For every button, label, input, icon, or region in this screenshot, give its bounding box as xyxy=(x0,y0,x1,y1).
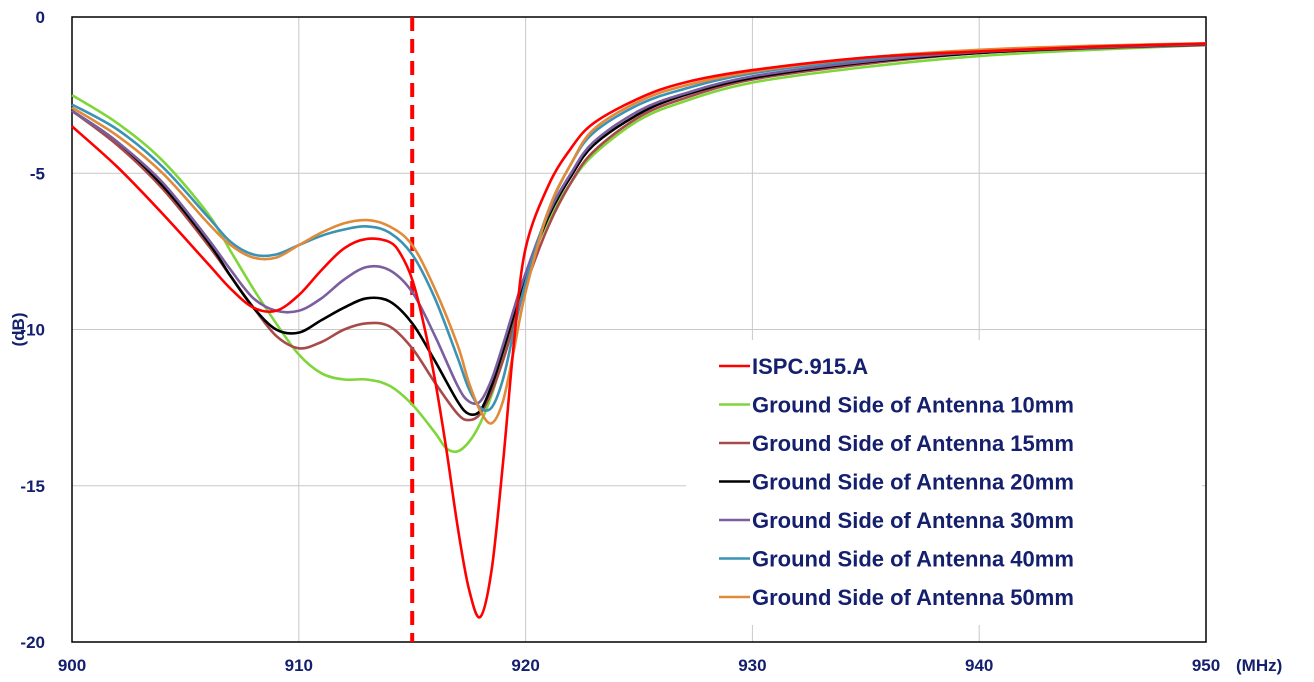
y-tick-label: -5 xyxy=(30,164,45,183)
legend-entry: Ground Side of Antenna 40mm xyxy=(752,547,1074,572)
y-axis-label: (dB) xyxy=(9,313,28,347)
y-axis-ticks: 0 -5 -10 -15 -20 xyxy=(20,8,45,652)
legend-entry: Ground Side of Antenna 15mm xyxy=(752,431,1074,456)
series-lines xyxy=(71,42,1207,619)
legend: ISPC.915.A Ground Side of Antenna 10mm Gro… xyxy=(719,354,1074,610)
x-axis-ticks: 900 910 920 930 940 950 xyxy=(58,656,1220,675)
x-tick-label: 910 xyxy=(285,656,313,675)
legend-entry: Ground Side of Antenna 30mm xyxy=(752,508,1074,533)
legend-entry: Ground Side of Antenna 20mm xyxy=(752,470,1074,495)
legend-entry: ISPC.915.A xyxy=(752,354,868,379)
x-axis-label: (MHz) xyxy=(1236,656,1282,675)
series-line xyxy=(71,43,1207,454)
x-tick-label: 940 xyxy=(965,656,993,675)
grid-lines xyxy=(72,17,1206,642)
y-tick-label: -10 xyxy=(20,321,45,340)
y-tick-label: -20 xyxy=(20,633,45,652)
legend-entry: Ground Side of Antenna 10mm xyxy=(752,393,1074,418)
x-tick-label: 930 xyxy=(738,656,766,675)
legend-background xyxy=(686,340,1202,625)
x-tick-label: 900 xyxy=(58,656,86,675)
plot-area-frame xyxy=(71,16,1207,643)
x-tick-label: 920 xyxy=(511,656,539,675)
legend-entry: Ground Side of Antenna 50mm xyxy=(752,585,1074,610)
y-tick-label: 0 xyxy=(36,8,45,27)
series-line xyxy=(71,42,1207,619)
y-tick-label: -15 xyxy=(20,477,45,496)
series-line xyxy=(71,42,1207,425)
x-tick-label: 950 xyxy=(1192,656,1220,675)
